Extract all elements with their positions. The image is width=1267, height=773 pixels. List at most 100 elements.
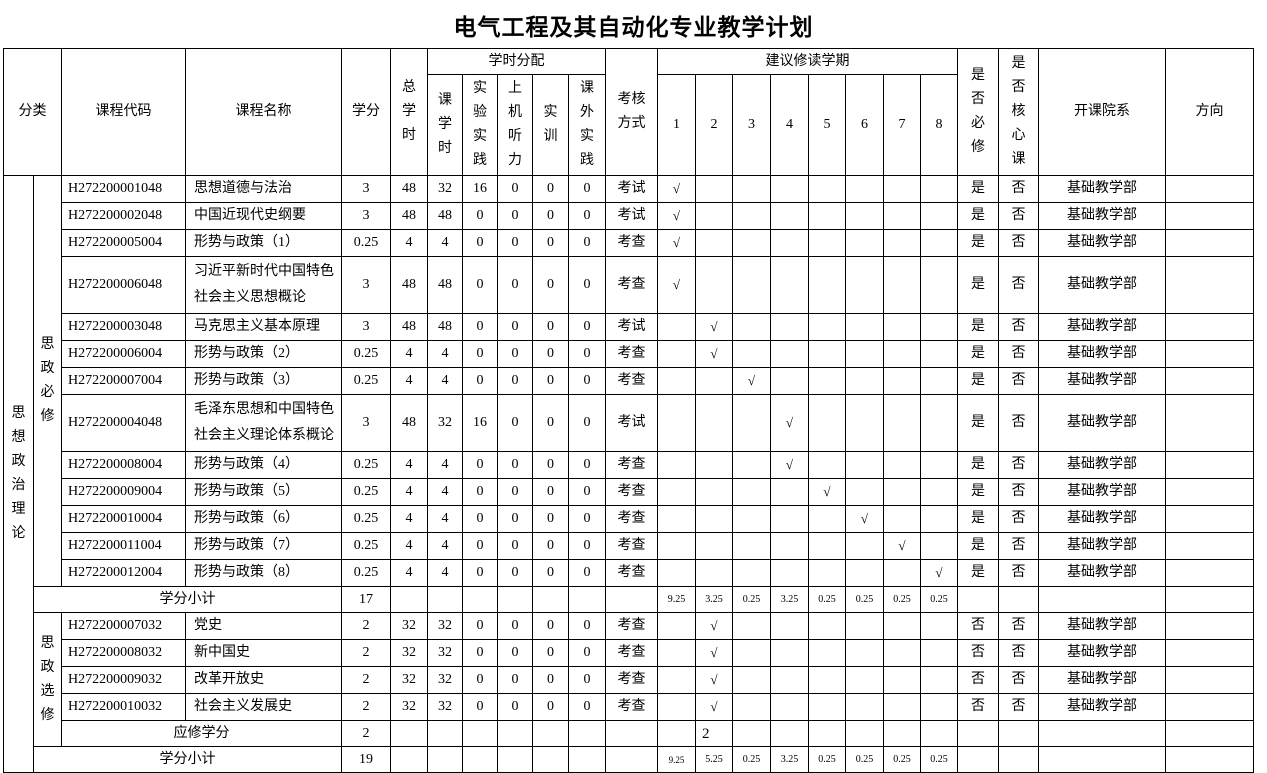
total-semester-6: 0.25 bbox=[845, 746, 884, 773]
semester-6-cell bbox=[845, 229, 884, 257]
semester-7-cell bbox=[883, 666, 921, 694]
course-credits: 2 bbox=[341, 693, 391, 721]
course-total: 4 bbox=[390, 367, 428, 395]
subtotal-row-semester-7: 0.25 bbox=[883, 586, 921, 613]
course-total: 32 bbox=[390, 612, 428, 640]
semester-1-cell bbox=[657, 532, 696, 560]
header-exam-text: 考核方式 bbox=[617, 92, 646, 131]
course-computer: 0 bbox=[497, 313, 533, 341]
course-name: 中国近现代史纲要 bbox=[185, 202, 342, 230]
course-credits: 3 bbox=[341, 202, 391, 230]
semester-3-cell bbox=[732, 340, 771, 368]
semester-5-cell bbox=[808, 229, 846, 257]
course-exam: 考查 bbox=[605, 505, 658, 533]
course-total: 32 bbox=[390, 693, 428, 721]
course-total: 48 bbox=[390, 175, 428, 203]
semester-3-cell bbox=[732, 175, 771, 203]
course-lecture: 48 bbox=[427, 256, 463, 314]
course-exam: 考查 bbox=[605, 478, 658, 506]
course-direction bbox=[1165, 559, 1254, 587]
category-label: 思想政治理论 bbox=[11, 406, 26, 541]
table-row: H272200002048 中国近现代史纲要 3 48 48 0 0 0 0 考试 √ 是否基础教学部 bbox=[4, 202, 1254, 230]
semester-1-cell bbox=[657, 559, 696, 587]
semester-8-cell bbox=[920, 367, 958, 395]
semester-8-cell bbox=[920, 313, 958, 341]
course-training: 0 bbox=[532, 612, 569, 640]
course-core: 否 bbox=[998, 639, 1039, 667]
required-credits-row-empty bbox=[1165, 720, 1254, 747]
header-row-1: 分类 课程代码 课程名称 学分 总学时 学时分配 考核方式 建议修读学期 是否必… bbox=[3, 48, 1254, 176]
course-exam: 考试 bbox=[605, 202, 658, 230]
course-total: 4 bbox=[390, 532, 428, 560]
semester-6-cell bbox=[845, 313, 884, 341]
course-extra: 0 bbox=[568, 478, 606, 506]
course-core: 否 bbox=[998, 505, 1039, 533]
semester-2-cell bbox=[695, 532, 733, 560]
semester-6-cell bbox=[845, 532, 884, 560]
course-computer: 0 bbox=[497, 505, 533, 533]
course-extra: 0 bbox=[568, 229, 606, 257]
course-training: 0 bbox=[532, 313, 569, 341]
header-semester-group: 建议修读学期 bbox=[657, 48, 958, 75]
semester-1-cell bbox=[657, 505, 696, 533]
course-lab: 0 bbox=[462, 693, 498, 721]
course-department: 基础教学部 bbox=[1038, 340, 1166, 368]
course-core: 否 bbox=[998, 693, 1039, 721]
header-computer-text: 上机听力 bbox=[508, 81, 522, 168]
semester-8-cell bbox=[920, 256, 958, 314]
required-credits-row-empty bbox=[1038, 720, 1166, 747]
subtotal-row-credits: 17 bbox=[341, 586, 391, 613]
course-direction bbox=[1165, 256, 1254, 314]
total-semester-2: 5.25 bbox=[695, 746, 733, 773]
semester-6-cell bbox=[845, 367, 884, 395]
course-required: 否 bbox=[957, 693, 999, 721]
header-total-hours-text: 总学时 bbox=[402, 80, 416, 143]
semester-4-cell bbox=[770, 340, 809, 368]
semester-6-cell bbox=[845, 612, 884, 640]
total-empty bbox=[1038, 746, 1166, 773]
table-row: H272200010032 社会主义发展史 2 32 32 0 0 0 0 考查 √ 否否基础教学部 bbox=[4, 693, 1254, 721]
check-mark-icon: √ bbox=[672, 207, 681, 223]
course-lecture: 48 bbox=[427, 313, 463, 341]
course-training: 0 bbox=[532, 478, 569, 506]
course-extra: 0 bbox=[568, 693, 606, 721]
semester-6-cell bbox=[845, 340, 884, 368]
course-department: 基础教学部 bbox=[1038, 639, 1166, 667]
semester-7-cell bbox=[883, 394, 921, 452]
semester-6-cell bbox=[845, 256, 884, 314]
subtotal-row-empty bbox=[462, 586, 498, 613]
course-computer: 0 bbox=[497, 532, 533, 560]
semester-6-cell bbox=[845, 451, 884, 479]
semester-3-cell bbox=[732, 478, 771, 506]
semester-2-cell: √ bbox=[695, 612, 733, 640]
course-credits: 2 bbox=[341, 639, 391, 667]
course-department: 基础教学部 bbox=[1038, 532, 1166, 560]
semester-1-cell bbox=[657, 394, 696, 452]
course-lecture: 32 bbox=[427, 639, 463, 667]
header-extra-text: 课外实践 bbox=[580, 81, 594, 168]
course-extra: 0 bbox=[568, 612, 606, 640]
subtotal-row-semester-1: 9.25 bbox=[657, 586, 696, 613]
semester-4-cell bbox=[770, 639, 809, 667]
course-lecture: 4 bbox=[427, 505, 463, 533]
course-computer: 0 bbox=[497, 666, 533, 694]
check-mark-icon: √ bbox=[935, 564, 943, 580]
course-direction bbox=[1165, 229, 1254, 257]
group-cell: 思政选修 bbox=[33, 612, 62, 747]
group-label: 思政必修 bbox=[40, 337, 55, 424]
header-semester-7: 7 bbox=[883, 74, 921, 176]
course-total: 4 bbox=[390, 559, 428, 587]
total-empty bbox=[1165, 746, 1254, 773]
table-row: H272200008032 新中国史 2 32 32 0 0 0 0 考查 √ 否否基础教学部 bbox=[4, 639, 1254, 667]
course-required: 是 bbox=[957, 478, 999, 506]
semester-6-cell bbox=[845, 639, 884, 667]
semester-3-cell bbox=[732, 612, 771, 640]
course-lab: 16 bbox=[462, 394, 498, 452]
check-mark-icon: √ bbox=[710, 698, 718, 714]
course-required: 是 bbox=[957, 229, 999, 257]
header-training-text: 实训 bbox=[543, 105, 558, 144]
course-department: 基础教学部 bbox=[1038, 478, 1166, 506]
course-core: 否 bbox=[998, 175, 1039, 203]
semester-2-cell: √ bbox=[695, 313, 733, 341]
semester-4-cell bbox=[770, 313, 809, 341]
